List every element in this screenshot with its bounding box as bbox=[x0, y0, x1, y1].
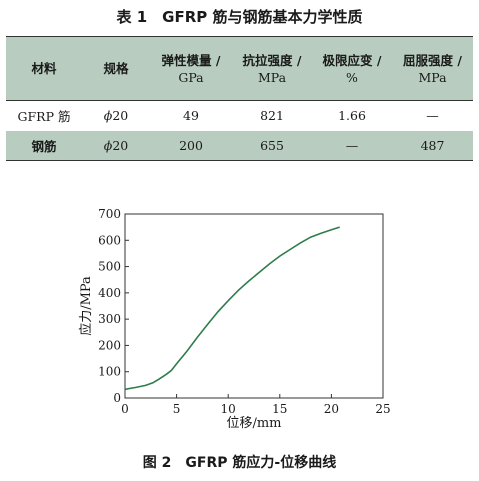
y-tick-label: 100 bbox=[98, 365, 121, 379]
table-title: 表 1 GFRP 筋与钢筋基本力学性质 bbox=[116, 8, 363, 26]
y-tick-label: 500 bbox=[98, 260, 121, 274]
cell-tensile: 655 bbox=[232, 130, 312, 161]
x-tick-label: 25 bbox=[375, 402, 390, 416]
x-tick-label: 15 bbox=[272, 402, 287, 416]
cell-material: 钢筋 bbox=[6, 130, 82, 161]
header-modulus: 弹性模量 / GPa bbox=[150, 36, 232, 101]
table-header-row: 材料 规格 弹性模量 / GPa 抗拉强度 / MPa 极限应变 /% 屈服强度 /… bbox=[6, 36, 473, 101]
x-axis: 0 5 10 15 20 25 bbox=[121, 394, 391, 416]
cell-yield: 487 bbox=[392, 130, 473, 161]
table-row: GFRP 筋 ϕ20 49 821 1.66 — bbox=[6, 100, 473, 131]
series-line bbox=[124, 226, 340, 391]
header-strain: 极限应变 /% bbox=[312, 36, 392, 101]
y-tick-label: 400 bbox=[98, 286, 121, 300]
x-tick-label: 0 bbox=[121, 402, 129, 416]
table-row: 钢筋 ϕ20 200 655 — 487 bbox=[6, 130, 473, 161]
cell-modulus: 49 bbox=[183, 108, 199, 124]
y-axis-label: 应力/MPa bbox=[78, 276, 94, 336]
y-tick-label: 0 bbox=[113, 391, 121, 405]
y-axis: 0 100 200 300 400 500 600 700 bbox=[98, 207, 129, 405]
header-spec: 规格 bbox=[82, 36, 150, 101]
header-yield: 屈服强度 / MPa bbox=[392, 36, 473, 101]
x-axis-label: 位移/mm bbox=[226, 416, 281, 431]
properties-table: 材料 规格 弹性模量 / GPa 抗拉强度 / MPa 极限应变 /% 屈服强度 /… bbox=[6, 36, 473, 161]
y-tick-label: 200 bbox=[98, 338, 121, 352]
cell-yield: — bbox=[426, 108, 439, 124]
header-tensile: 抗拉强度 / MPa bbox=[232, 36, 312, 101]
x-tick-label: 5 bbox=[173, 402, 181, 416]
y-tick-label: 300 bbox=[98, 312, 121, 326]
cell-tensile: 821 bbox=[260, 108, 284, 124]
cell-material: GFRP 筋 bbox=[17, 109, 71, 125]
cell-strain: — bbox=[312, 130, 392, 161]
cell-spec: ϕ20 bbox=[82, 130, 150, 161]
plot-frame bbox=[124, 213, 384, 399]
cell-modulus: 200 bbox=[150, 130, 232, 161]
y-tick-label: 700 bbox=[98, 207, 121, 221]
figure-caption: 图 2 GFRP 筋应力-位移曲线 bbox=[142, 455, 337, 471]
x-tick-label: 20 bbox=[324, 402, 339, 416]
header-material: 材料 bbox=[6, 36, 82, 101]
cell-spec: ϕ20 bbox=[103, 108, 129, 124]
cell-strain: 1.66 bbox=[338, 108, 366, 124]
x-tick-label: 10 bbox=[221, 402, 236, 416]
y-tick-label: 600 bbox=[98, 233, 121, 247]
